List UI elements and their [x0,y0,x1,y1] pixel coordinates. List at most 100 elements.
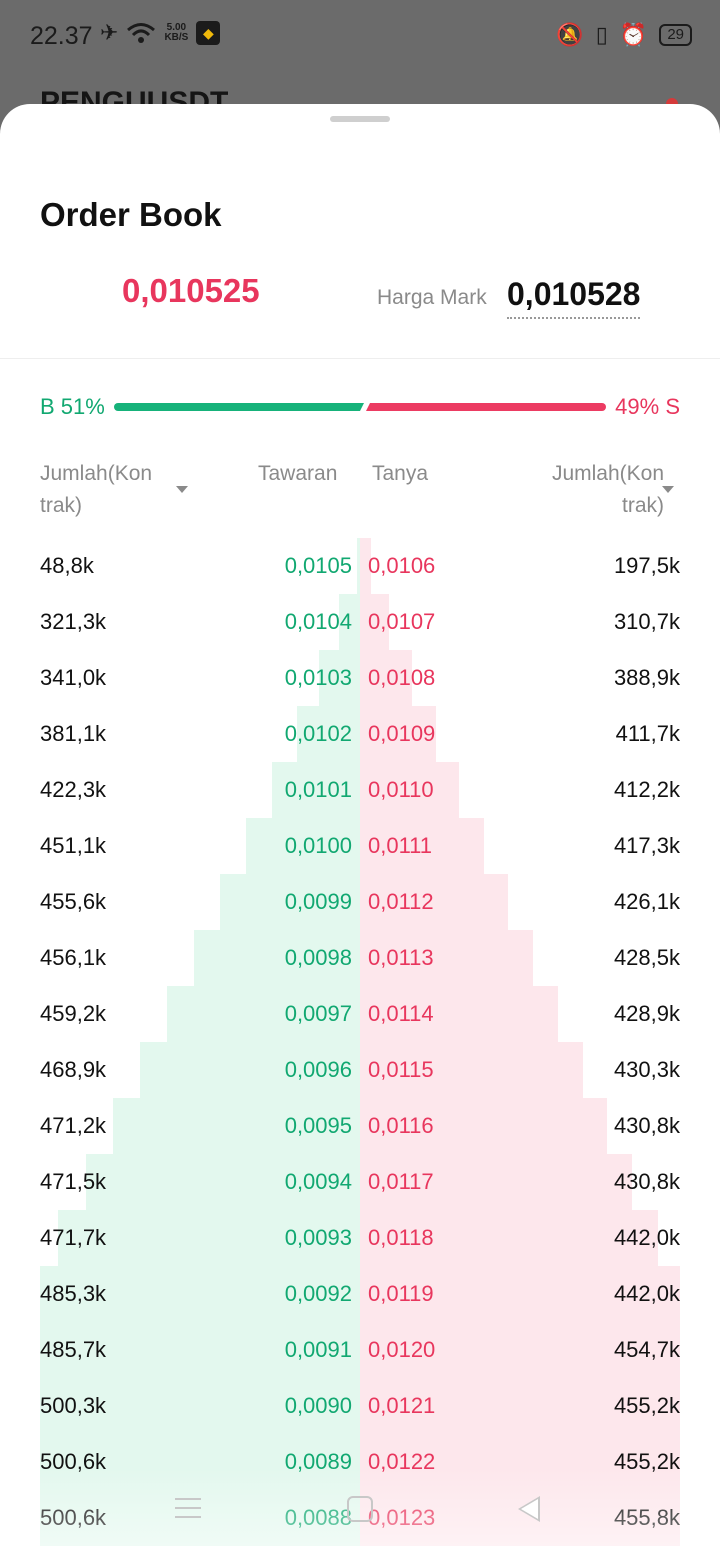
ask-quantity: 428,9k [613,1001,680,1026]
order-book-row[interactable]: 48,8k 0,0105 0,0106 197,5k [0,538,720,594]
order-book-row[interactable]: 321,3k 0,0104 0,0107 310,7k [0,594,720,650]
ask-price: 0,0121 [368,1393,436,1418]
bid-quantity: 459,2k [40,1001,107,1026]
order-book-row[interactable]: 341,0k 0,0103 0,0108 388,9k [0,650,720,706]
order-book-table: 48,8k 0,0105 0,0106 197,5k 321,3k 0,0104 0,010… [0,538,720,1560]
ask-quantity: 442,0k [613,1281,680,1306]
bid-depth-bar [40,1322,360,1378]
order-book-row[interactable]: 422,3k 0,0101 0,0110 412,2k [0,762,720,818]
order-book-row[interactable]: 381,1k 0,0102 0,0109 411,7k [0,706,720,762]
ask-depth-bar [360,706,436,762]
bid-depth-bar [58,1210,360,1266]
ask-depth-bar [360,1378,680,1434]
bid-quantity: 321,3k [40,609,107,634]
bid-depth-bar [112,1098,360,1154]
bid-price: 0,0091 [284,1337,352,1362]
ask-quantity: 310,7k [613,609,680,634]
column-header-ask: Tanya [372,462,429,485]
order-book-row[interactable]: 471,7k 0,0093 0,0118 442,0k [0,1210,720,1266]
bid-price: 0,0101 [284,777,352,802]
bid-depth-bar [220,874,360,930]
order-book-row[interactable]: 468,9k 0,0096 0,0115 430,3k [0,1042,720,1098]
menu-icon[interactable] [175,1498,201,1518]
ask-depth-bar [360,1266,680,1322]
order-book-row[interactable]: 500,3k 0,0090 0,0121 455,2k [0,1378,720,1434]
bid-price: 0,0104 [284,609,352,634]
bid-depth-bar [193,930,360,986]
ask-depth-bar [360,1322,680,1378]
column-header-sell-quantity[interactable]: Jumlah(Kon trak) [551,462,664,517]
bid-quantity: 455,6k [40,889,107,914]
home-icon[interactable] [347,1496,373,1522]
ask-quantity: 411,7k [615,721,680,746]
bid-depth-bar [318,650,360,706]
sell-ratio-label: 49% S [615,394,680,419]
status-bar: 22.37 ✈ 5.00 KB/S ◆ 🔕 ▯ ⏰ 29 [0,0,720,72]
order-book-row[interactable]: 455,6k 0,0099 0,0112 426,1k [0,874,720,930]
alarm-icon: ⏰ [619,22,648,47]
bid-depth-bar [40,1378,360,1434]
last-price: 0,010525 [122,272,260,309]
ask-price: 0,0116 [368,1113,434,1138]
ask-depth-bar [360,762,460,818]
bid-quantity: 471,2k [40,1113,107,1138]
order-book-row[interactable]: 485,3k 0,0092 0,0119 442,0k [0,1266,720,1322]
ask-depth-bar [360,594,390,650]
bid-depth-bar [357,538,360,594]
ask-quantity: 426,1k [613,889,680,914]
order-book-row[interactable]: 485,7k 0,0091 0,0120 454,7k [0,1322,720,1378]
wifi-icon [127,23,156,43]
ask-price: 0,0106 [368,553,436,578]
ask-quantity: 430,8k [613,1169,680,1194]
sheet-drag-handle[interactable] [330,116,390,122]
bid-price: 0,0099 [284,889,352,914]
ask-price: 0,0113 [368,945,434,970]
bid-price: 0,0105 [284,553,352,578]
ask-price: 0,0120 [368,1337,436,1362]
column-header-buy-quantity[interactable]: Jumlah(Kon trak) [40,462,153,517]
order-book-row[interactable]: 451,1k 0,0100 0,0111 417,3k [0,818,720,874]
order-book-row[interactable]: 456,1k 0,0098 0,0113 428,5k [0,930,720,986]
order-book-row[interactable]: 471,5k 0,0094 0,0117 430,8k [0,1154,720,1210]
bid-price: 0,0095 [284,1113,352,1138]
ask-price: 0,0115 [368,1057,434,1082]
bid-price: 0,0094 [284,1169,352,1194]
ask-quantity: 197,5k [613,553,680,578]
ask-price: 0,0117 [368,1169,434,1194]
chevron-down-icon[interactable] [662,486,674,493]
bid-depth-bar [40,1266,360,1322]
ask-depth-bar [360,930,533,986]
order-book-row[interactable]: 459,2k 0,0097 0,0114 428,9k [0,986,720,1042]
order-book-row[interactable]: 471,2k 0,0095 0,0116 430,8k [0,1098,720,1154]
mark-price-value[interactable]: 0,010528 [507,276,641,319]
bid-quantity: 48,8k [40,553,94,578]
mark-price-label: Harga Mark [377,286,487,309]
ask-price: 0,0118 [368,1225,434,1250]
vibrate-icon: ▯ [595,22,608,47]
chevron-down-icon[interactable] [176,486,188,493]
bid-price: 0,0090 [284,1393,352,1418]
sell-ratio-bar [366,403,606,411]
ask-quantity: 417,3k [613,833,680,858]
ask-price: 0,0108 [368,665,436,690]
ask-depth-bar [360,1154,633,1210]
ask-quantity: 388,9k [613,665,680,690]
bid-quantity: 471,5k [40,1169,107,1194]
status-right-icons: 🔕 ▯ ⏰ 29 [556,22,692,48]
bid-quantity: 485,7k [40,1337,107,1362]
ask-price: 0,0114 [368,1001,434,1026]
binance-app-icon: ◆ [196,21,221,45]
order-book-sheet: Order Book 0,010525 Harga Mark 0,010528 … [0,104,720,1560]
back-icon[interactable] [518,1496,540,1522]
ask-depth-bar [360,1098,608,1154]
bid-price: 0,0100 [284,833,352,858]
network-speed: 5.00 KB/S [164,22,189,43]
mute-bell-icon: 🔕 [556,22,584,47]
battery-icon: 29 [659,24,692,46]
bid-quantity: 341,0k [40,665,107,690]
ask-depth-bar [360,1042,583,1098]
bid-price: 0,0096 [284,1057,352,1082]
bid-depth-bar [140,1042,360,1098]
bid-quantity: 500,3k [40,1393,107,1418]
bid-price: 0,0098 [284,945,352,970]
